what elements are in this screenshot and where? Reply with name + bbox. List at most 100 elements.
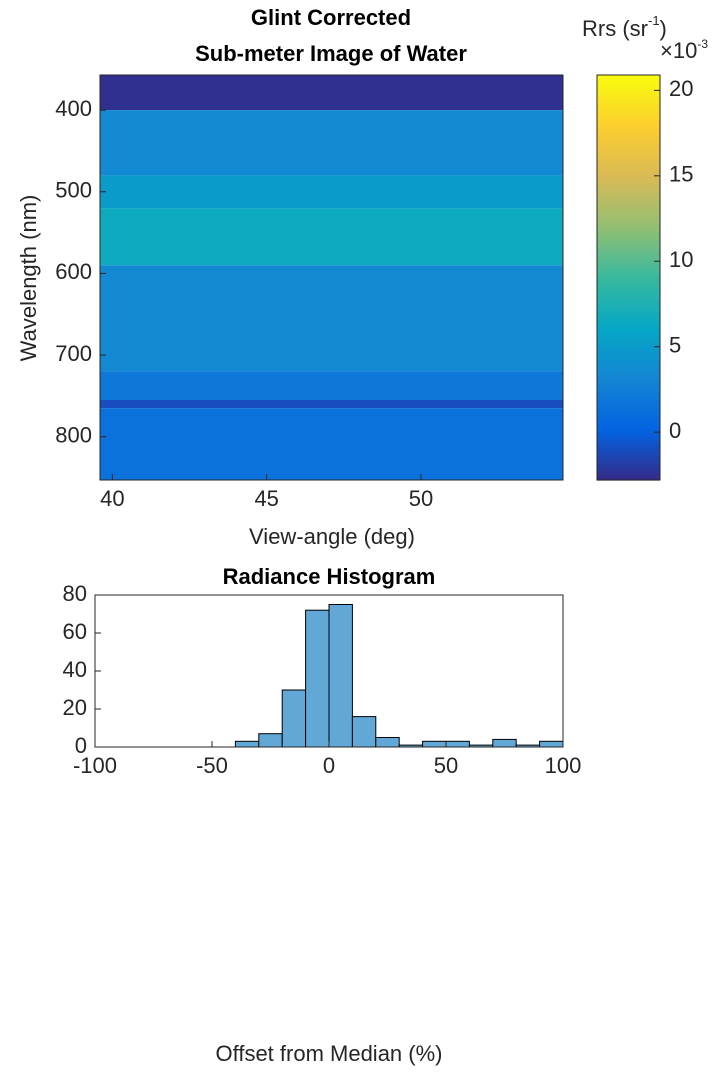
- colorbar-cell: [597, 105, 660, 110]
- histogram-bar: [258, 733, 283, 748]
- colorbar-cell: [597, 220, 660, 225]
- colorbar-cell: [597, 223, 660, 228]
- colorbar-exponent-text: ×10: [660, 38, 697, 63]
- colorbar-cell: [597, 169, 660, 174]
- colorbar-exponent-sup: -3: [697, 37, 708, 51]
- x-tick-label: 40: [100, 486, 124, 511]
- colorbar-cell: [597, 368, 660, 373]
- colorbar-cell: [597, 145, 660, 150]
- y-axis-label: Wavelength (nm): [16, 195, 41, 362]
- colorbar-cell: [597, 253, 660, 258]
- colorbar-cell: [597, 139, 660, 144]
- colorbar-cell: [597, 250, 660, 255]
- heatmap-band: [100, 399, 563, 409]
- colorbar-cell: [597, 277, 660, 282]
- colorbar-cell: [597, 429, 660, 434]
- colorbar-cell: [597, 388, 660, 393]
- colorbar-cell: [597, 98, 660, 103]
- colorbar-cell: [597, 453, 660, 457]
- colorbar-cell: [597, 240, 660, 245]
- colorbar-cell: [597, 247, 660, 252]
- colorbar-cell: [597, 125, 660, 130]
- colorbar-cell: [597, 85, 660, 90]
- colorbar-cell: [597, 311, 660, 316]
- heatmap-band: [100, 75, 563, 111]
- colorbar-cell: [597, 88, 660, 93]
- colorbar-cell: [597, 385, 660, 390]
- colorbar-cell: [597, 102, 660, 106]
- colorbar-cell: [597, 395, 660, 400]
- y-tick-label: 0: [75, 733, 87, 758]
- colorbar-cell: [597, 230, 660, 235]
- colorbar-cell: [597, 176, 660, 181]
- colorbar-cell: [597, 108, 660, 113]
- y-tick-label: 20: [63, 695, 87, 720]
- colorbar-cell: [597, 301, 660, 306]
- colorbar-tick-label: 10: [669, 247, 693, 272]
- colorbar-cell: [597, 162, 660, 167]
- colorbar-cell: [597, 149, 660, 154]
- histogram-bar: [305, 609, 330, 748]
- colorbar-cell: [597, 152, 660, 157]
- histogram-bar: [351, 716, 377, 748]
- colorbar-cell: [597, 280, 660, 285]
- colorbar-cell: [597, 142, 660, 147]
- colorbar-cell: [597, 402, 660, 407]
- axes-box: [94, 594, 564, 748]
- colorbar-cell: [597, 426, 660, 430]
- y-tick-label: 800: [55, 423, 92, 448]
- axes-box: [99, 74, 564, 481]
- colorbar-cell: [597, 409, 660, 414]
- colorbar-cell: [597, 267, 660, 272]
- colorbar-cell: [597, 345, 660, 349]
- colorbar-cell: [597, 463, 660, 468]
- chart-title: Glint Corrected: [251, 5, 411, 30]
- colorbar-cell: [597, 166, 660, 171]
- colorbar-tick-label: 5: [669, 333, 681, 358]
- colorbar-cell: [597, 324, 660, 329]
- x-tick-label: 50: [409, 486, 433, 511]
- colorbar-box: [596, 74, 661, 481]
- colorbar-cell: [597, 213, 660, 218]
- colorbar-cell: [597, 112, 660, 117]
- x-tick-label: 50: [434, 753, 458, 778]
- colorbar-cell: [597, 375, 660, 380]
- colorbar-cell: [597, 351, 660, 356]
- y-tick-label: 500: [55, 178, 92, 203]
- colorbar-cell: [597, 203, 660, 208]
- colorbar-cell: [597, 118, 660, 123]
- colorbar-cell: [597, 439, 660, 444]
- histogram-bar: [281, 689, 307, 748]
- colorbar-cell: [597, 405, 660, 410]
- colorbar-cell: [597, 274, 660, 279]
- colorbar-cell: [597, 361, 660, 366]
- colorbar-cell: [597, 237, 660, 241]
- colorbar-cell: [597, 466, 660, 471]
- colorbar-cell: [597, 186, 660, 191]
- heatmap-band: [100, 208, 563, 266]
- colorbar-label: Rrs (sr-1): [582, 13, 667, 40]
- colorbar-cell: [597, 318, 660, 322]
- colorbar-cell: [597, 156, 660, 160]
- colorbar-cell: [597, 446, 660, 451]
- colorbar-tick-label: 20: [669, 76, 693, 101]
- colorbar-cell: [597, 95, 660, 100]
- colorbar-cell: [597, 196, 660, 201]
- colorbar-tick-label: 15: [669, 162, 693, 187]
- colorbar-cell: [597, 210, 660, 214]
- x-tick-label: 0: [323, 753, 335, 778]
- colorbar-cell: [597, 476, 660, 481]
- colorbar-cell: [597, 233, 660, 238]
- y-tick-label: 60: [63, 619, 87, 644]
- colorbar-cell: [597, 399, 660, 403]
- colorbar-cell: [597, 432, 660, 437]
- colorbar-cell: [597, 206, 660, 211]
- colorbar-cell: [597, 412, 660, 417]
- colorbar-label-sup: -1: [648, 13, 660, 28]
- heatmap-band: [100, 110, 563, 176]
- heatmap-band: [100, 371, 563, 400]
- heatmap-band: [100, 175, 563, 209]
- colorbar-cell: [597, 338, 660, 343]
- colorbar-cell: [597, 372, 660, 376]
- colorbar-cell: [597, 355, 660, 360]
